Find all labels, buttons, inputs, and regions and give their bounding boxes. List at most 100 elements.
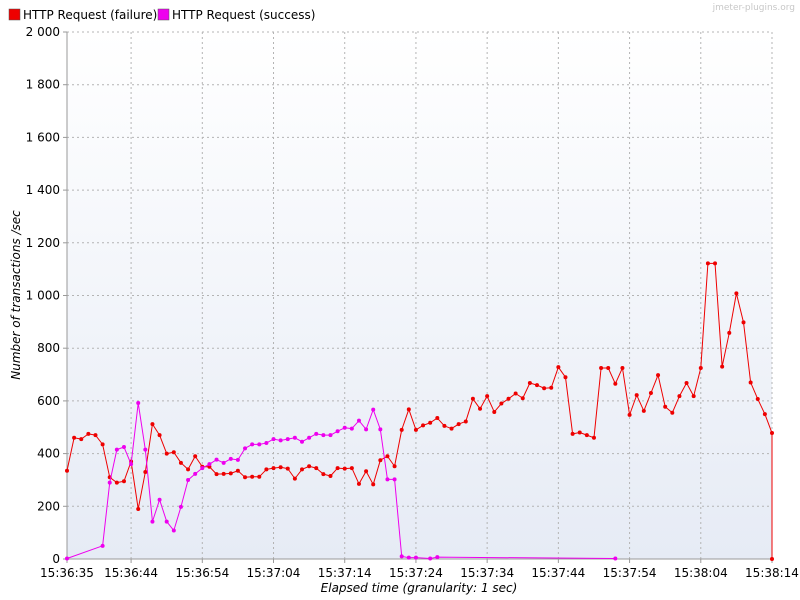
data-point (349, 466, 354, 471)
data-point (413, 555, 418, 560)
data-point (698, 365, 703, 370)
data-point (428, 556, 433, 561)
data-point (342, 466, 347, 471)
data-point (300, 467, 304, 472)
data-point (243, 475, 248, 480)
data-point (549, 385, 554, 390)
data-point (100, 543, 105, 548)
data-point (499, 401, 504, 406)
data-point (278, 438, 283, 443)
data-point (485, 394, 490, 399)
data-point (136, 401, 141, 406)
data-point (371, 482, 376, 487)
data-point (257, 474, 262, 479)
data-point (770, 431, 774, 436)
data-point (463, 419, 468, 424)
data-point (449, 426, 454, 431)
data-point (271, 437, 276, 442)
data-point (584, 433, 589, 438)
data-point (599, 365, 604, 370)
data-point (214, 457, 219, 462)
data-point (570, 431, 575, 436)
data-point (171, 528, 176, 533)
data-point (470, 396, 475, 401)
data-point (107, 480, 112, 485)
data-point (428, 420, 433, 425)
data-point (200, 466, 205, 471)
data-point (556, 365, 561, 370)
data-point (691, 394, 696, 399)
x-tick-label: 15:37:54 (603, 566, 657, 580)
data-point (542, 386, 547, 391)
data-point (713, 261, 718, 266)
data-point (186, 467, 191, 472)
data-point (150, 422, 155, 427)
data-point (335, 429, 340, 434)
data-point (250, 442, 255, 447)
data-point (314, 466, 319, 471)
data-point (385, 454, 390, 459)
data-point (228, 471, 233, 476)
data-point (143, 470, 148, 475)
data-point (371, 407, 376, 412)
series-0 (65, 261, 774, 561)
legend-swatch-failure (8, 8, 21, 21)
data-point (186, 477, 191, 482)
data-point (129, 462, 134, 467)
data-point (114, 480, 119, 485)
data-point (307, 464, 312, 469)
data-point (100, 442, 105, 447)
data-point (527, 380, 532, 385)
data-point (535, 383, 539, 388)
data-point (157, 497, 162, 502)
legend-label-failure: HTTP Request (failure) (23, 8, 157, 22)
x-tick-label: 15:37:44 (531, 566, 585, 580)
y-tick-label: 1 600 (26, 130, 60, 144)
data-point (762, 412, 767, 417)
data-point (150, 519, 155, 524)
data-point (620, 365, 625, 370)
data-point (321, 472, 326, 477)
data-point (663, 404, 668, 409)
data-point (93, 433, 98, 438)
data-point (385, 477, 390, 482)
data-point (65, 468, 69, 473)
y-tick-label: 1 000 (26, 289, 60, 303)
data-point (157, 433, 162, 438)
data-point (627, 412, 632, 417)
data-point (378, 458, 383, 463)
data-point (435, 555, 440, 560)
y-tick-label: 600 (37, 394, 60, 408)
data-point (207, 462, 212, 467)
data-point (193, 454, 198, 459)
y-tick-label: 0 (52, 552, 60, 566)
data-point (748, 380, 753, 385)
x-tick-label: 15:37:04 (247, 566, 301, 580)
data-point (328, 474, 333, 478)
data-point (378, 427, 383, 432)
data-point (421, 423, 426, 428)
y-tick-label: 200 (37, 499, 60, 513)
data-point (221, 460, 226, 465)
data-point (178, 504, 183, 509)
data-point (349, 426, 354, 431)
data-point (86, 431, 91, 436)
data-point (741, 320, 746, 325)
data-point (613, 381, 618, 386)
data-point (492, 409, 497, 414)
y-tick-label: 1 200 (26, 236, 60, 250)
x-tick-label: 15:37:14 (318, 566, 372, 580)
data-point (392, 477, 397, 482)
data-point (335, 466, 340, 471)
data-point (257, 442, 262, 447)
data-point (656, 373, 661, 378)
data-point (506, 396, 511, 401)
data-point (292, 476, 297, 481)
x-axis-ticks: 15:36:35 15:36:44 15:36:54 15:37:04 15:37:14… (40, 559, 799, 580)
x-tick-label: 15:36:44 (104, 566, 158, 580)
data-point (435, 416, 440, 421)
data-point (634, 393, 639, 398)
data-point (677, 394, 682, 399)
x-tick-label: 15:37:24 (389, 566, 443, 580)
x-tick-label: 15:38:04 (674, 566, 728, 580)
